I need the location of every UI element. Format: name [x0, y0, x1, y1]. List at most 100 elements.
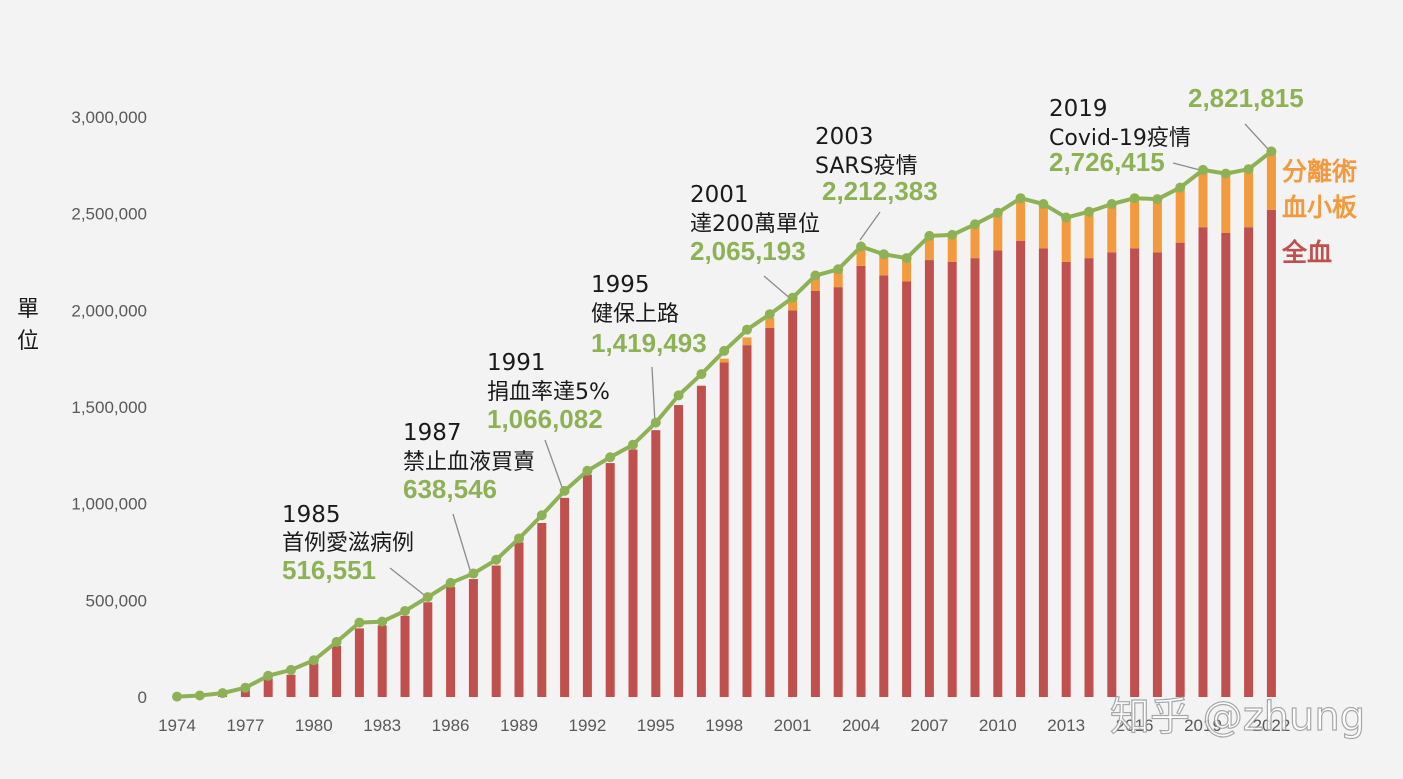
x-tick-label: 1989 — [500, 716, 538, 735]
total-point — [582, 465, 593, 476]
total-point — [970, 219, 980, 230]
annotation-leader — [763, 275, 793, 301]
bar-platelet — [719, 358, 729, 363]
bar-platelet — [1244, 169, 1254, 228]
bar-platelet — [1198, 169, 1208, 228]
total-point — [742, 324, 752, 335]
bar-whole-blood — [514, 542, 524, 697]
bar-whole-blood — [879, 275, 889, 697]
total-point — [1129, 193, 1140, 204]
annotation-connectors — [389, 123, 1269, 599]
annotation-year: 2001 — [690, 182, 749, 208]
bar-whole-blood — [674, 405, 684, 697]
bar-whole-blood — [1107, 252, 1117, 698]
annotation-leader — [544, 439, 564, 491]
total-point — [878, 249, 889, 260]
x-tick-label: 1986 — [432, 716, 470, 735]
bar-platelet — [742, 337, 752, 346]
bar-whole-blood — [1016, 240, 1026, 697]
bar-whole-blood — [468, 579, 478, 697]
x-axis: 1974 1977 1980 1983 1986 1989 1992 1995 1998 2001… — [158, 716, 1290, 735]
bar-platelet — [1038, 204, 1048, 249]
bar-whole-blood — [309, 663, 319, 697]
annotation-year: 2019 — [1049, 96, 1108, 122]
annotation-value: 2,065,193 — [690, 236, 806, 266]
bar-whole-blood — [742, 345, 752, 697]
total-point — [286, 664, 296, 675]
annotation-year: 1987 — [403, 420, 462, 446]
x-tick-label: 1998 — [705, 716, 743, 735]
bar-whole-blood — [286, 674, 296, 697]
bar-platelet — [970, 224, 980, 259]
bar-whole-blood — [537, 523, 547, 697]
watermark: 知乎 @zhung — [1110, 694, 1365, 740]
annotation-value: 638,546 — [403, 474, 497, 504]
x-tick-label: 2019 — [1184, 716, 1222, 735]
total-point — [1175, 182, 1186, 193]
total-point — [1061, 212, 1072, 223]
x-tick-label: 1974 — [158, 716, 196, 735]
bar-whole-blood — [1084, 258, 1094, 697]
bar-whole-blood — [263, 678, 273, 697]
bar-platelet — [1221, 173, 1231, 233]
total-point — [1198, 164, 1208, 175]
bar-whole-blood — [924, 260, 934, 697]
total-point — [1152, 194, 1163, 205]
bar-whole-blood — [423, 602, 433, 697]
bar-platelet — [856, 246, 866, 266]
bar-platelet — [833, 271, 843, 288]
legend-platelet: 血小板 — [1282, 193, 1357, 222]
bar-whole-blood — [491, 565, 501, 697]
bar-whole-blood — [400, 615, 410, 697]
x-tick-label: 1983 — [363, 716, 401, 735]
x-tick-label: 1992 — [568, 716, 606, 735]
total-point — [992, 207, 1003, 218]
annotation-event: 健保上路 — [591, 302, 679, 327]
bar-platelet — [1016, 198, 1026, 241]
bar-whole-blood — [651, 430, 661, 697]
bar-platelet — [924, 235, 934, 261]
annotation-year: 1995 — [591, 272, 650, 298]
annotation-year: 1991 — [487, 350, 546, 376]
x-tick-label: 2004 — [842, 716, 880, 735]
bar-platelet — [902, 258, 912, 282]
bar-whole-blood — [902, 281, 912, 697]
bar-platelet — [1175, 187, 1185, 243]
annotation-leader — [389, 567, 429, 599]
legend-whole-blood: 全血 — [1281, 238, 1332, 267]
total-point — [331, 636, 342, 647]
total-point — [308, 655, 319, 666]
bar-whole-blood — [1152, 252, 1162, 698]
bar-platelet — [1152, 199, 1162, 253]
total-point — [764, 309, 775, 320]
bar-whole-blood — [605, 463, 615, 697]
x-tick-label: 1977 — [226, 716, 264, 735]
y-tick-label: 0 — [138, 688, 147, 707]
total-point — [559, 485, 570, 496]
bar-whole-blood — [970, 258, 980, 697]
total-point — [1106, 199, 1117, 209]
total-point — [924, 230, 935, 241]
annotation-event: SARS疫情 — [815, 154, 918, 179]
total-point — [1243, 164, 1254, 175]
y-tick-label: 1,000,000 — [71, 495, 147, 514]
annotation-event: 達200萬單位 — [690, 212, 820, 237]
total-point — [468, 568, 479, 579]
bar-whole-blood — [719, 362, 729, 697]
annotation-event: Covid-19疫情 — [1049, 126, 1191, 151]
total-point — [400, 605, 410, 616]
bar-whole-blood — [696, 385, 706, 697]
bars — [172, 151, 1276, 698]
y-tick-label: 1,500,000 — [71, 398, 147, 417]
total-line — [172, 146, 1277, 702]
annotation-value: 1,419,493 — [591, 328, 707, 358]
y-tick-label: 2,000,000 — [71, 301, 147, 320]
total-point — [377, 616, 388, 627]
bar-whole-blood — [1266, 209, 1276, 698]
y-axis: 0 500,000 1,000,000 1,500,000 2,000,000 2,500… — [71, 108, 147, 707]
annotation-leader — [859, 211, 881, 241]
total-point — [354, 617, 365, 628]
bar-whole-blood — [582, 474, 592, 697]
bar-whole-blood — [628, 449, 638, 697]
y-axis-label: 單 位 — [17, 297, 39, 354]
